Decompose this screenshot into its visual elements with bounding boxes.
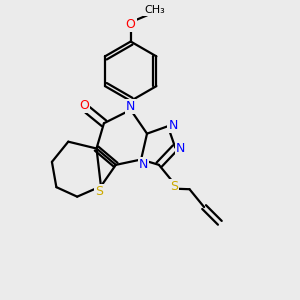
Text: N: N [139,158,148,171]
Text: N: N [176,142,185,155]
Text: S: S [170,180,178,193]
Text: O: O [79,99,89,112]
Text: O: O [126,18,136,31]
Text: N: N [126,100,135,113]
Text: S: S [95,185,104,198]
Text: N: N [169,118,178,131]
Text: CH₃: CH₃ [144,5,165,15]
